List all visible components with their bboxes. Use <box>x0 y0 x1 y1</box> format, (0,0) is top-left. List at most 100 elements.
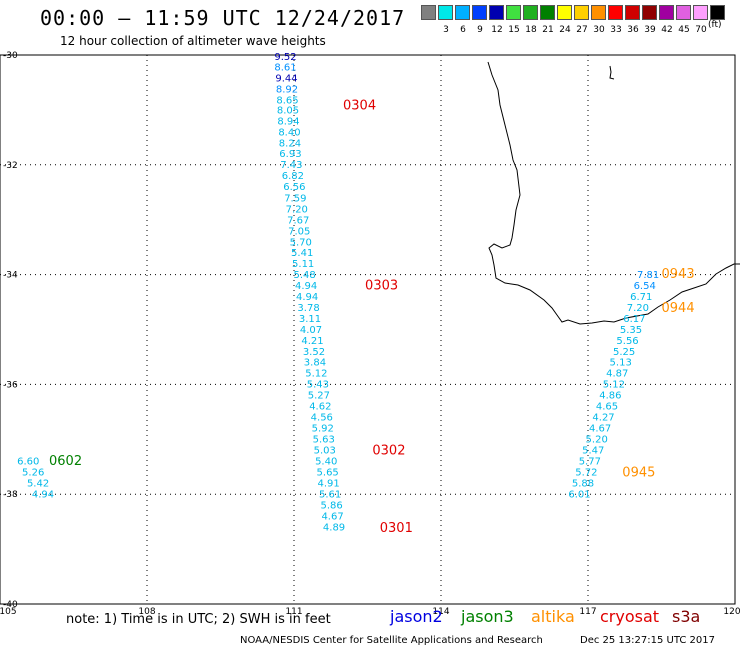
latitude-tick-label: -36 <box>3 380 18 390</box>
track-east: 7.816.546.717.206.175.355.565.255.134.87… <box>568 270 659 501</box>
wave-height-value: 5.63 <box>313 435 335 446</box>
legend-swatch <box>557 5 572 20</box>
wave-height-value: 6.60 <box>17 457 39 468</box>
pass-time-label: 0302 <box>372 444 405 459</box>
wave-height-value: 5.43 <box>307 380 329 391</box>
wave-height-value: 4.94 <box>295 281 317 292</box>
mission-s3a: s3a <box>672 607 701 626</box>
wave-height-value: 4.67 <box>589 424 611 435</box>
wave-height-value: 9.52 <box>274 52 296 63</box>
legend-swatch-label: 3 <box>443 25 449 35</box>
wave-height-value: 5.12 <box>603 380 625 391</box>
legend-swatch <box>625 5 640 20</box>
legend-swatch-label: 33 <box>610 25 622 35</box>
wave-height-value: 3.78 <box>297 303 319 314</box>
wave-height-value: 4.27 <box>592 413 614 424</box>
wave-height-value: 4.07 <box>300 325 322 336</box>
legend-swatch <box>421 5 436 20</box>
legend-swatch-label: 39 <box>644 25 656 35</box>
wave-height-value: 4.94 <box>296 292 318 303</box>
longitude-tick-label: 108 <box>138 607 155 617</box>
wave-height-value: 5.47 <box>582 446 604 457</box>
mission-jason2: jason2 <box>390 607 443 626</box>
wave-height-value: 6.54 <box>634 281 656 292</box>
legend-swatch-label: 21 <box>542 25 554 35</box>
wave-height-value: 8.92 <box>276 84 298 95</box>
longitude-tick-label: 117 <box>579 607 596 617</box>
wave-height-value: 4.67 <box>321 511 343 522</box>
wave-height-value: 6.01 <box>568 489 590 500</box>
wave-height-value: 5.86 <box>320 500 342 511</box>
track-west: 9.528.619.448.928.658.058.948.408.246.93… <box>274 52 345 533</box>
wave-height-value: 5.40 <box>315 457 337 468</box>
pass-time-label: 0943 <box>662 267 695 282</box>
wave-height-value: 5.42 <box>27 479 49 490</box>
footer-note: note: 1) Time is in UTC; 2) SWH is in fe… <box>66 612 331 627</box>
wave-height-value: 4.94 <box>32 489 54 500</box>
wave-height-value: 5.03 <box>314 446 336 457</box>
wave-height-value: 3.11 <box>299 314 321 325</box>
legend-swatch <box>659 5 674 20</box>
legend-swatch-label: 30 <box>593 25 605 35</box>
pass-time-labels: 0304 0303 0302 0301 0602 0943 0944 0945 <box>49 98 695 536</box>
legend-swatch-label: 70 <box>695 25 707 35</box>
wave-height-value: 7.43 <box>280 160 302 171</box>
wave-height-value: 7.05 <box>288 227 310 238</box>
wave-height-value: 3.84 <box>304 358 326 369</box>
wave-height-value: 5.65 <box>317 468 339 479</box>
pass-time-label: 0602 <box>49 454 82 469</box>
legend-swatch <box>438 5 453 20</box>
track-southwest: 6.605.265.424.94 <box>17 457 54 501</box>
credit-text: NOAA/NESDIS Center for Satellite Applica… <box>240 635 543 646</box>
wave-height-value: 5.70 <box>290 238 312 249</box>
wave-height-value: 5.92 <box>312 424 334 435</box>
wave-height-value: 9.44 <box>275 73 297 84</box>
legend-swatch-label: 9 <box>477 25 483 35</box>
wave-height-value: 4.56 <box>311 413 333 424</box>
wave-height-value: 4.91 <box>318 479 340 490</box>
wave-height-value: 6.71 <box>630 292 652 303</box>
legend-swatch <box>693 5 708 20</box>
wave-height-value: 5.25 <box>613 347 635 358</box>
altimeter-tracks: 9.528.619.448.928.658.058.948.408.246.93… <box>17 52 659 533</box>
map-frame <box>0 54 736 605</box>
legend-swatch <box>642 5 657 20</box>
pass-time-label: 0945 <box>622 466 655 481</box>
wave-height-value: 8.65 <box>276 95 298 106</box>
latitude-tick-label: -30 <box>3 51 18 61</box>
island-outline <box>609 65 615 80</box>
pass-time-label: 0301 <box>380 521 413 536</box>
wave-height-value: 4.89 <box>323 522 345 533</box>
wave-height-value: 6.82 <box>282 171 304 182</box>
legend-swatch-label: 42 <box>661 25 673 35</box>
mission-cryosat: cryosat <box>600 607 660 626</box>
wave-height-value: 4.65 <box>596 402 618 413</box>
wave-height-value: 8.94 <box>277 117 299 128</box>
wave-height-value: 6.93 <box>279 149 301 160</box>
legend-swatch-label: 12 <box>491 25 503 35</box>
legend-swatch <box>608 5 623 20</box>
mission-altika: altika <box>531 607 575 626</box>
pass-time-label: 0944 <box>662 301 695 316</box>
wave-height-value: 5.48 <box>294 270 316 281</box>
pass-time-label: 0303 <box>365 278 398 293</box>
generation-timestamp: Dec 25 13:27:15 UTC 2017 <box>580 635 715 646</box>
legend-swatch-label: 18 <box>525 25 537 35</box>
longitude-tick-label: 105 <box>0 607 17 617</box>
wave-height-value: 4.62 <box>309 402 331 413</box>
wave-height-value: 5.12 <box>305 369 327 380</box>
latitude-tick-label: -34 <box>3 271 18 281</box>
legend-swatch <box>523 5 538 20</box>
wave-height-value: 5.72 <box>575 468 597 479</box>
legend-swatch <box>574 5 589 20</box>
latitude-tick-label: -32 <box>3 161 18 171</box>
wave-height-value: 7.20 <box>286 205 308 216</box>
wave-height-value: 6.17 <box>623 314 645 325</box>
latitude-tick-label: -38 <box>3 490 18 500</box>
wave-height-value: 8.40 <box>278 128 300 139</box>
map-subtitle: 12 hour collection of altimeter wave hei… <box>60 34 326 48</box>
map-title: 00:00 – 11:59 UTC 12/24/2017 <box>40 6 406 30</box>
wave-height-value: 3.52 <box>303 347 325 358</box>
wave-height-value: 5.41 <box>291 248 313 259</box>
